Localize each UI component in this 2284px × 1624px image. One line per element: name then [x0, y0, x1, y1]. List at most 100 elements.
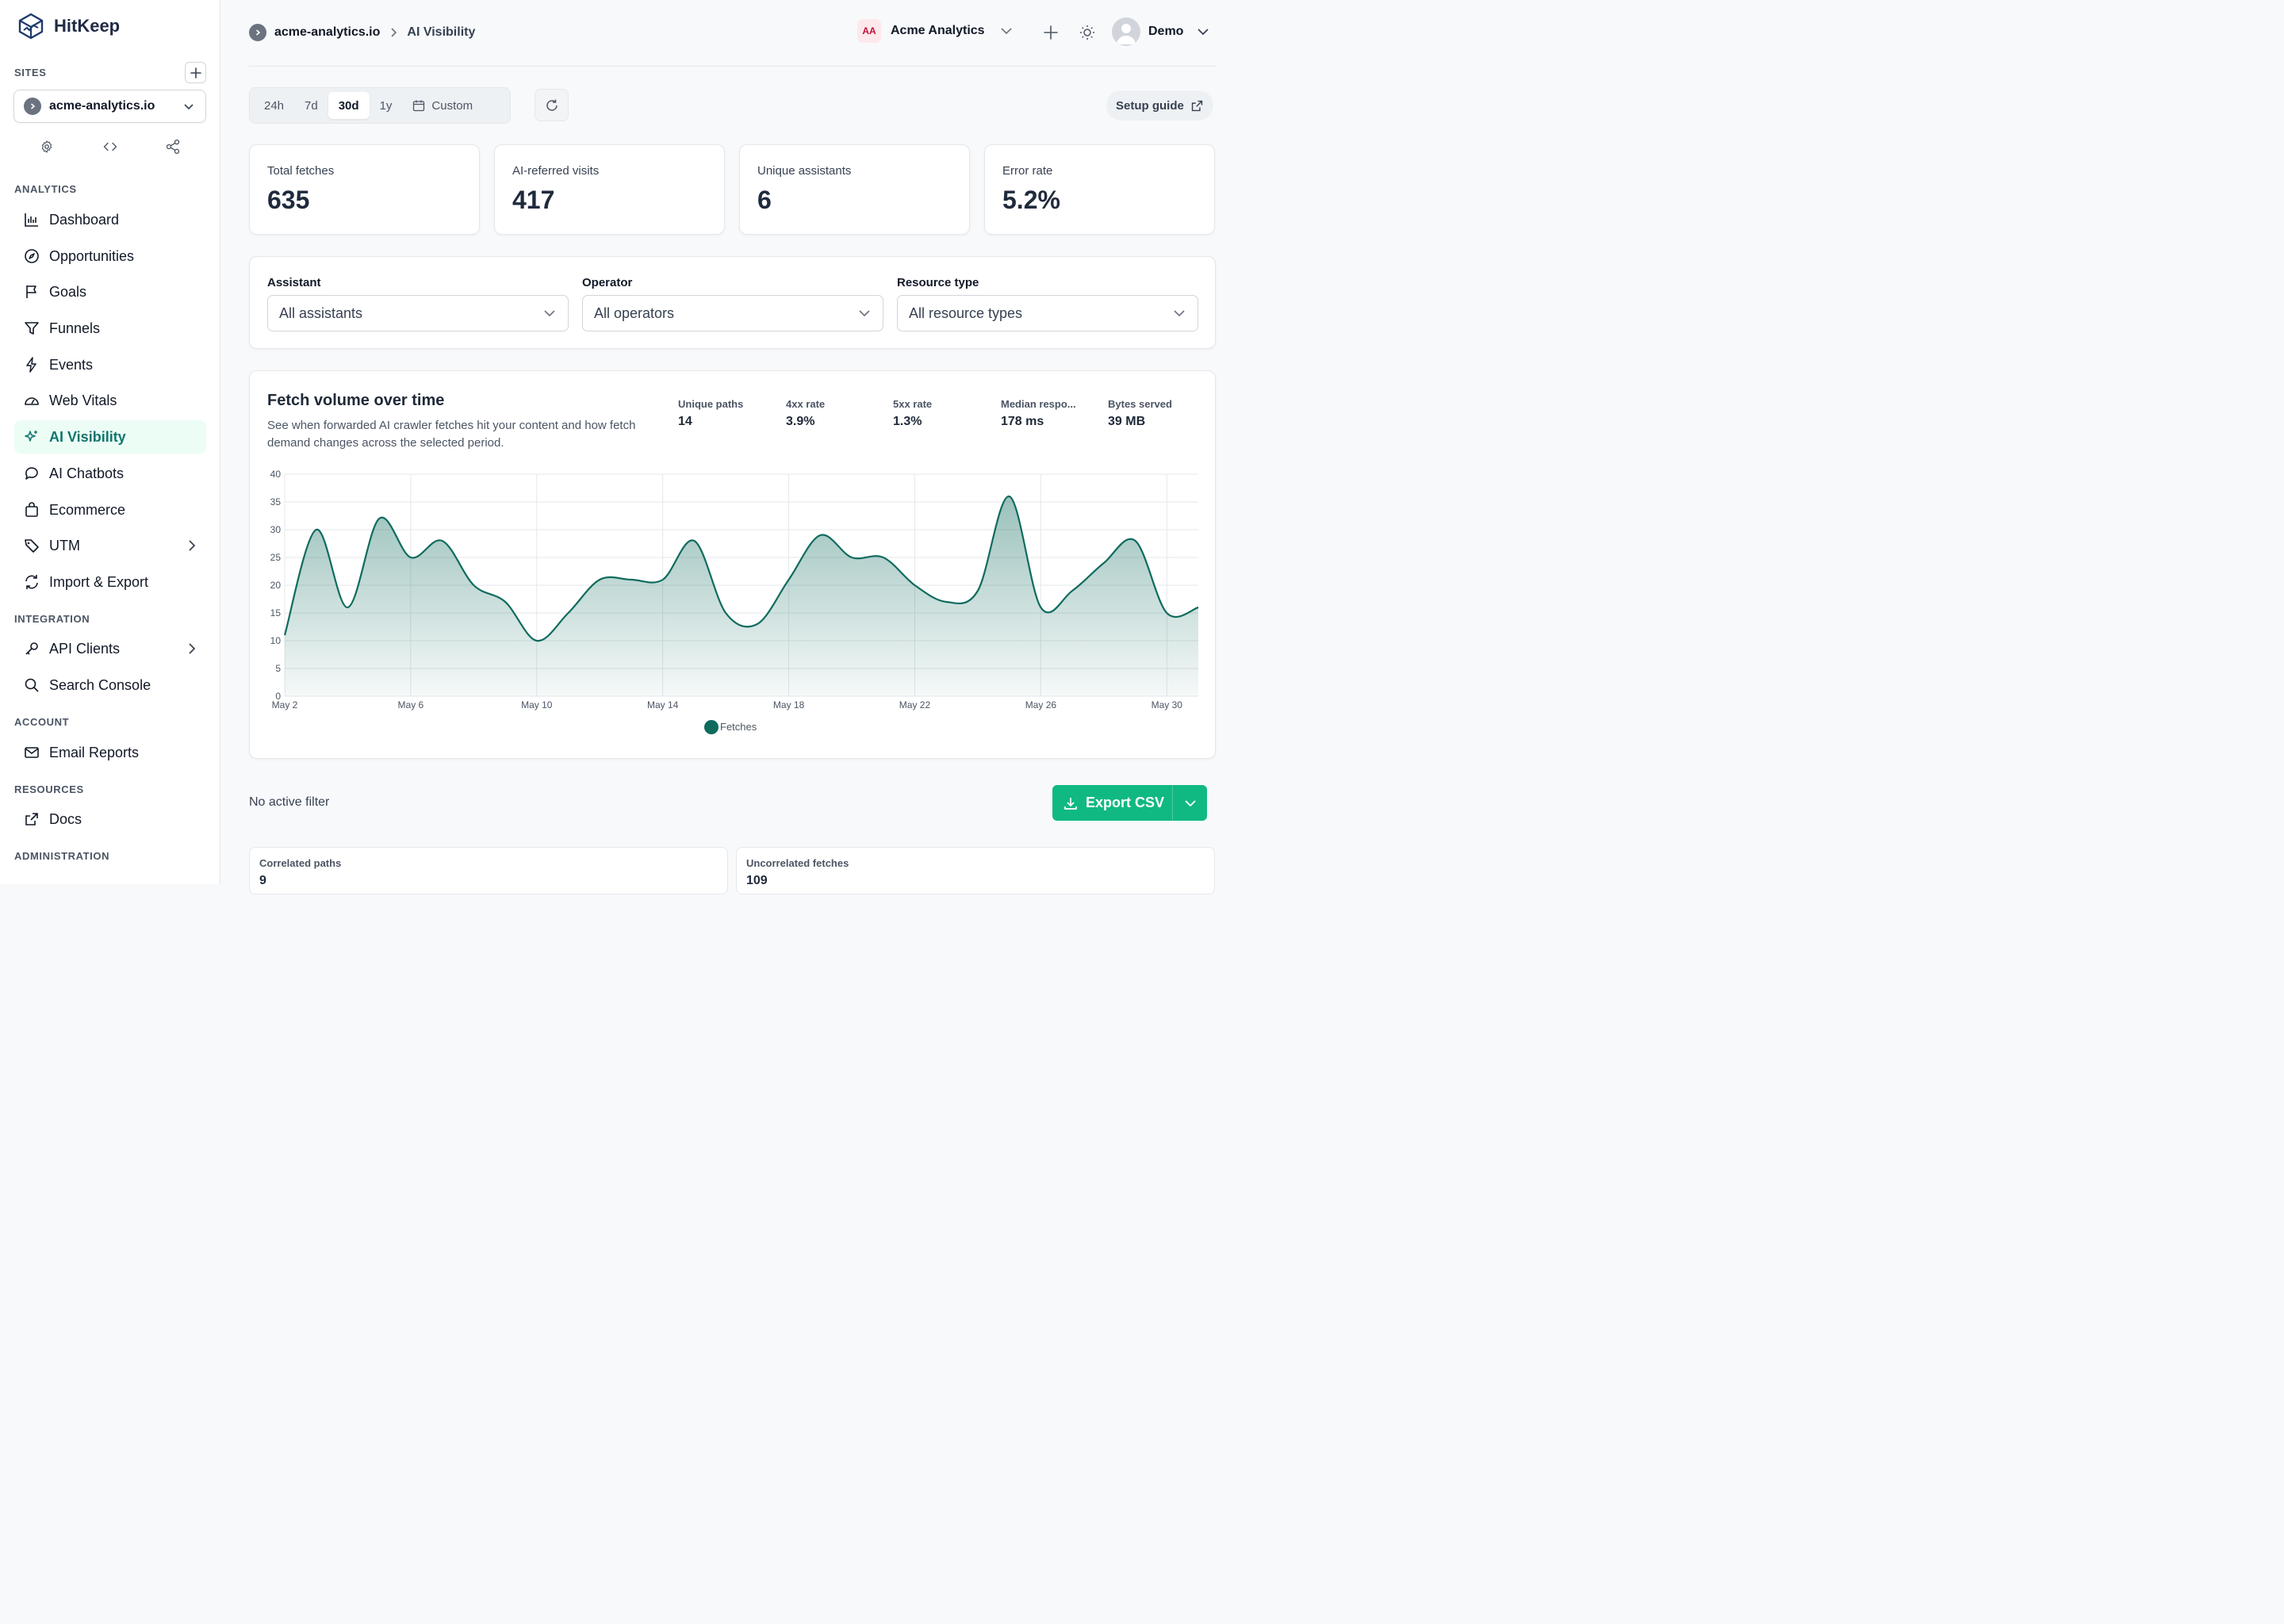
- search-icon: [24, 677, 40, 693]
- site-selector[interactable]: acme-analytics.io: [13, 90, 206, 123]
- stat-value: 39 MB: [1108, 415, 1146, 428]
- select-value: All operators: [594, 304, 675, 321]
- site-settings-button[interactable]: [36, 136, 57, 157]
- topbar: acme-analytics.io AI Visibility AA Acme …: [249, 0, 1217, 67]
- sidebar-item-goals[interactable]: Goals: [14, 275, 206, 308]
- sidebar-item-import-export[interactable]: Import & Export: [14, 565, 206, 599]
- sidebar-item-opportunities[interactable]: Opportunities: [14, 239, 206, 273]
- sidebar-item-web-vitals[interactable]: Web Vitals: [14, 384, 206, 417]
- sparkles-icon: [24, 429, 40, 445]
- chevron-down-icon: [1184, 799, 1196, 806]
- bar-chart-icon: [24, 212, 40, 228]
- sidebar-item-events[interactable]: Events: [14, 348, 206, 381]
- sidebar-item-api-clients[interactable]: API Clients: [14, 632, 206, 665]
- fetch-volume-chart: 0 5 10 15 20 25 30 35 40 May 2 May 6 May 10 May 14 Ma…: [270, 469, 1199, 734]
- theme-toggle-button[interactable]: [1077, 22, 1098, 43]
- sidebar-item-label: AI Chatbots: [49, 465, 125, 481]
- hitkeep-logo-icon: [18, 13, 44, 40]
- kpi-ai-referred-visits: AI-referred visits 417: [494, 144, 725, 235]
- stat-label: Median respo...: [1001, 398, 1076, 410]
- setup-guide-label: Setup guide: [1116, 98, 1184, 113]
- filters-panel: Assistant All assistants Operator All op…: [249, 256, 1216, 349]
- plus-icon: [190, 67, 201, 79]
- x-tick-label: May 10: [521, 699, 553, 710]
- stat-4xx-rate: 4xx rate 3.9%: [786, 398, 881, 429]
- y-tick-label: 40: [270, 469, 282, 480]
- assistant-select[interactable]: All assistants: [267, 295, 569, 331]
- range-1y-button[interactable]: 1y: [379, 98, 393, 113]
- range-custom-button[interactable]: Custom: [402, 92, 483, 119]
- sidebar-item-ai-chatbots[interactable]: AI Chatbots: [14, 457, 206, 490]
- chevron-down-icon: [859, 310, 870, 317]
- x-tick-label: May 18: [773, 699, 805, 710]
- sidebar-item-docs[interactable]: Docs: [14, 802, 206, 836]
- x-tick-label: May 14: [647, 699, 679, 710]
- sidebar-item-label: Dashboard: [49, 211, 120, 228]
- select-value: All resource types: [909, 304, 1023, 321]
- team-switcher[interactable]: AA Acme Analytics: [857, 19, 1014, 43]
- app-logo[interactable]: HitKeep: [17, 13, 120, 40]
- sun-icon: [1080, 25, 1094, 40]
- sidebar-item-search-console[interactable]: Search Console: [14, 668, 206, 702]
- kpi-error-rate: Error rate 5.2%: [984, 144, 1215, 235]
- date-range-selector: 24h 7d 30d 1y Custom: [249, 87, 511, 124]
- export-csv-button[interactable]: Export CSV: [1052, 785, 1207, 821]
- avatar: [1112, 17, 1140, 46]
- active-filter-status: No active filter: [249, 795, 330, 809]
- site-tools: [0, 136, 220, 159]
- stat-value: 1.3%: [893, 415, 922, 428]
- sidebar-item-label: Ecommerce: [49, 501, 126, 518]
- uncorrelated-fetches-card: Uncorrelated fetches 109: [736, 847, 1215, 894]
- add-button[interactable]: [1040, 22, 1061, 43]
- sidebar-item-dashboard[interactable]: Dashboard: [14, 203, 206, 236]
- sidebar-item-ai-visibility[interactable]: AI Visibility: [14, 420, 206, 454]
- x-tick-label: May 22: [899, 699, 931, 710]
- administration-section-label: ADMINISTRATION: [14, 850, 110, 862]
- site-code-button[interactable]: [100, 136, 121, 157]
- sidebar-item-label: Web Vitals: [49, 392, 117, 408]
- refresh-button[interactable]: [535, 89, 569, 121]
- sidebar-item-funnels[interactable]: Funnels: [14, 312, 206, 345]
- y-tick-label: 25: [270, 552, 282, 563]
- add-site-button[interactable]: [185, 62, 206, 83]
- export-csv-main[interactable]: Export CSV: [1052, 795, 1172, 811]
- select-value: All assistants: [279, 304, 363, 321]
- sidebar: HitKeep SITES acme-analytics.io ANALYTIC…: [0, 0, 220, 884]
- y-tick-label: 10: [270, 635, 282, 646]
- user-name: Demo: [1148, 25, 1184, 38]
- mini-value: 109: [746, 874, 768, 887]
- range-30d-button[interactable]: 30d: [328, 92, 370, 119]
- sync-icon: [24, 574, 40, 590]
- operator-select[interactable]: All operators: [582, 295, 883, 331]
- breadcrumb-site[interactable]: acme-analytics.io: [274, 25, 381, 39]
- kpi-label: Unique assistants: [757, 164, 852, 178]
- sidebar-item-label: Docs: [49, 810, 82, 827]
- external-link-icon: [1191, 100, 1203, 111]
- mini-value: 9: [259, 874, 266, 887]
- code-icon: [103, 142, 117, 151]
- range-7d-button[interactable]: 7d: [305, 98, 318, 113]
- kpi-label: Total fetches: [267, 164, 335, 178]
- sidebar-item-utm[interactable]: UTM: [14, 529, 206, 562]
- sidebar-item-ecommerce[interactable]: Ecommerce: [14, 493, 206, 527]
- user-menu[interactable]: Demo: [1112, 17, 1210, 46]
- kpi-total-fetches: Total fetches 635: [249, 144, 480, 235]
- site-share-button[interactable]: [163, 136, 183, 157]
- fetches-line: [283, 495, 1199, 642]
- x-tick-label: May 6: [398, 699, 424, 710]
- chevron-down-icon: [544, 310, 555, 317]
- key-icon: [24, 641, 40, 657]
- sites-section-label: SITES: [14, 67, 47, 79]
- kpi-value: 635: [267, 186, 310, 214]
- range-24h-button[interactable]: 24h: [264, 98, 285, 113]
- resource-type-select[interactable]: All resource types: [897, 295, 1198, 331]
- sidebar-item-email-reports[interactable]: Email Reports: [14, 736, 206, 769]
- breadcrumb-current-page: AI Visibility: [407, 25, 476, 39]
- y-tick-label: 15: [270, 607, 282, 619]
- kpi-value: 6: [757, 186, 772, 214]
- y-tick-label: 30: [270, 524, 282, 535]
- chat-icon: [24, 465, 40, 481]
- export-options-toggle[interactable]: [1172, 785, 1207, 821]
- flag-icon: [24, 284, 40, 300]
- setup-guide-button[interactable]: Setup guide: [1106, 90, 1213, 121]
